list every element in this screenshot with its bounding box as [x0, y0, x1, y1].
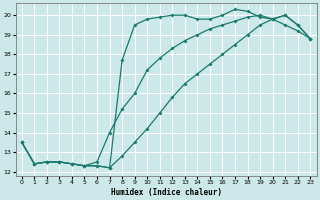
- X-axis label: Humidex (Indice chaleur): Humidex (Indice chaleur): [110, 188, 221, 197]
